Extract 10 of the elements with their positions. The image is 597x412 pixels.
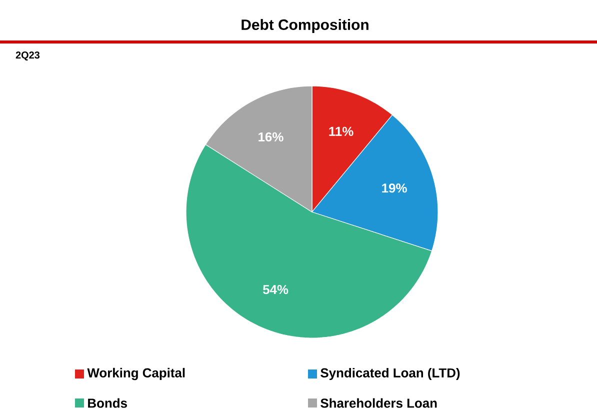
- data-label: 54%: [262, 284, 288, 294]
- legend-label: Syndicated Loan (LTD): [320, 368, 460, 380]
- data-label: 11%: [329, 126, 354, 136]
- data-label: 19%: [382, 184, 407, 193]
- legend-label: Working Capital: [87, 368, 185, 380]
- legend-label: Shareholders Loan: [320, 398, 437, 408]
- data-label: 16%: [258, 132, 284, 142]
- chart-title: Debt Composition: [242, 19, 368, 33]
- chart-subtitle: 2Q23: [16, 52, 40, 60]
- legend-label: Bonds: [88, 398, 127, 408]
